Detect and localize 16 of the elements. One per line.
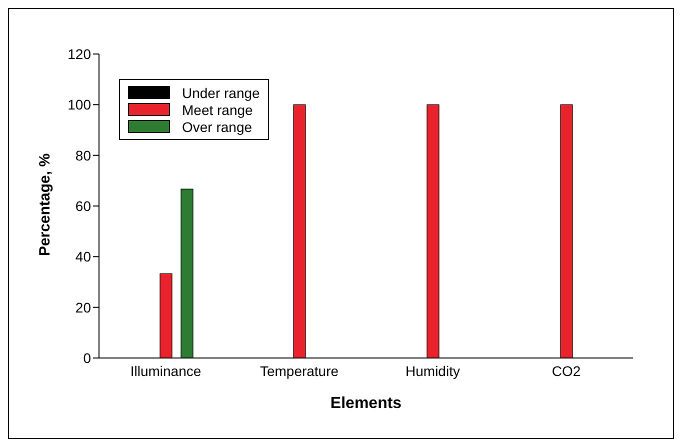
y-tick-label: 20: [75, 299, 92, 316]
y-tick-label: 0: [83, 350, 92, 366]
x-axis-title: Elements: [330, 395, 402, 412]
x-tick-label: Illuminance: [130, 362, 202, 379]
y-axis-title: Percentage, %: [36, 153, 54, 256]
y-tick-label: 80: [75, 147, 92, 164]
legend-label: Under range: [182, 84, 260, 100]
y-tick-label: 120: [68, 46, 92, 62]
legend-label: Meet range: [182, 102, 253, 118]
y-tick-label: 60: [75, 198, 92, 214]
y-tick-label: 100: [68, 96, 92, 113]
x-tick-label: Humidity: [406, 362, 460, 379]
legend-label: Over range: [182, 118, 252, 134]
x-tick-label: Temperature: [260, 362, 339, 379]
y-tick-label: 40: [75, 248, 92, 265]
x-tick-label: CO2: [552, 362, 581, 379]
